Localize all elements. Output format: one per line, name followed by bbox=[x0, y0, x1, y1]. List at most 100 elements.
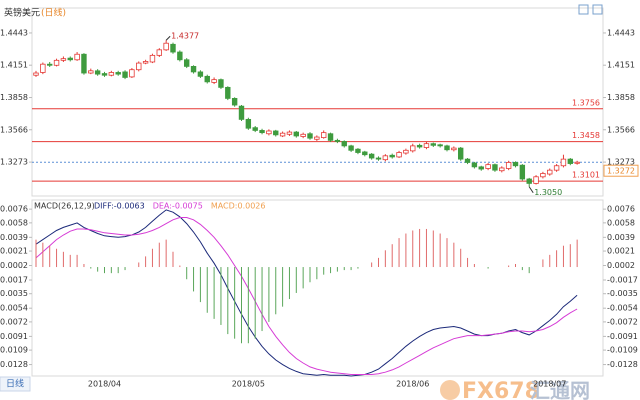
y-tick-label-right: -0.0035 bbox=[607, 289, 638, 298]
legend-entry: MACD:0.0026 bbox=[211, 202, 266, 211]
y-tick-label: 0.0002 bbox=[0, 261, 28, 270]
level-label: 1.3756 bbox=[572, 98, 600, 107]
candle-body bbox=[156, 49, 162, 56]
x-tick-label: 2018/07 bbox=[533, 380, 566, 389]
candle-body bbox=[457, 147, 464, 160]
candle-body bbox=[499, 167, 505, 172]
candle-body bbox=[355, 148, 361, 153]
candle-body bbox=[273, 130, 279, 136]
candle-body bbox=[204, 75, 210, 83]
candle-body bbox=[547, 169, 553, 175]
candle-body bbox=[320, 132, 327, 139]
candle-body bbox=[574, 161, 580, 164]
toolbar-icons[interactable] bbox=[578, 4, 603, 15]
candle-body bbox=[293, 131, 299, 137]
period-tab[interactable] bbox=[0, 376, 31, 392]
legend-entry: DIFF:-0.0063 bbox=[94, 202, 145, 211]
macd-line bbox=[35, 217, 578, 375]
candle-body bbox=[300, 133, 306, 137]
candle-body bbox=[225, 86, 231, 99]
y-tick-label-right: 0.0058 bbox=[607, 218, 635, 227]
candle-body bbox=[238, 105, 245, 120]
watermark-logo bbox=[440, 380, 460, 400]
candle-body bbox=[170, 43, 176, 53]
candle-body bbox=[33, 72, 39, 76]
fullscreen-icon[interactable] bbox=[592, 4, 603, 15]
candle-body bbox=[560, 158, 567, 167]
price-panel bbox=[31, 7, 604, 197]
candle-body bbox=[505, 162, 512, 169]
candle-body bbox=[197, 71, 204, 77]
legend-entry: DEA:-0.0075 bbox=[153, 202, 203, 211]
y-tick-label: -0.0035 bbox=[0, 289, 28, 298]
y-tick-label: 0.0039 bbox=[0, 233, 28, 242]
x-tick-label: 2018/05 bbox=[232, 380, 265, 389]
y-tick-label-right: -0.0091 bbox=[607, 332, 638, 341]
candle-body bbox=[526, 178, 532, 184]
candle-body bbox=[252, 127, 258, 131]
level-label: 1.3458 bbox=[572, 131, 600, 140]
watermark-brand: FX678 bbox=[462, 379, 540, 400]
candle-body bbox=[471, 162, 478, 168]
y-tick-label-right: -0.0128 bbox=[607, 360, 638, 369]
candle-body bbox=[362, 151, 368, 156]
candle-body bbox=[149, 54, 156, 63]
candle-body bbox=[81, 53, 87, 74]
candle-body bbox=[129, 69, 135, 78]
y-tick-label-right: 1.4443 bbox=[607, 28, 635, 37]
candle-body bbox=[348, 145, 354, 151]
y-tick-label: -0.0109 bbox=[0, 346, 28, 355]
candle-body bbox=[286, 131, 293, 135]
y-tick-label: 1.4443 bbox=[0, 28, 28, 37]
candle-body bbox=[416, 144, 423, 148]
candle-body bbox=[60, 58, 67, 61]
y-tick-label: -0.0072 bbox=[0, 317, 28, 326]
candle-body bbox=[314, 136, 320, 140]
candle-body bbox=[389, 154, 395, 158]
x-tick-label: 2018/04 bbox=[88, 380, 121, 389]
candle-body bbox=[451, 147, 457, 151]
candle-body bbox=[368, 153, 375, 159]
candle-body bbox=[444, 145, 450, 151]
candle-body bbox=[74, 53, 80, 61]
candle-body bbox=[279, 132, 286, 137]
y-tick-label: -0.0091 bbox=[0, 332, 28, 341]
candle-body bbox=[327, 133, 334, 141]
candle-body bbox=[533, 176, 539, 184]
candle-body bbox=[512, 162, 519, 167]
candle-body bbox=[382, 155, 389, 161]
y-tick-label: 1.3858 bbox=[0, 93, 28, 102]
candle-body bbox=[464, 158, 471, 163]
candle-body bbox=[540, 173, 546, 178]
candle-body bbox=[519, 164, 526, 180]
macd-line bbox=[35, 209, 578, 377]
y-tick-label-right: 1.3858 bbox=[607, 93, 635, 102]
candle-body bbox=[142, 61, 149, 64]
candle-body bbox=[67, 57, 73, 61]
y-tick-label-right: 0.0002 bbox=[607, 261, 635, 270]
y-tick-label-right: -0.0072 bbox=[607, 317, 638, 326]
candle-body bbox=[259, 130, 265, 134]
y-tick-label: 1.4151 bbox=[0, 61, 28, 70]
annotation-pointer bbox=[528, 186, 534, 194]
candle-body bbox=[485, 164, 491, 169]
y-tick-label: -0.0054 bbox=[0, 304, 28, 313]
candle-body bbox=[53, 59, 60, 66]
settings-icon[interactable] bbox=[578, 4, 589, 15]
chart-title: 英镑美元 bbox=[4, 7, 40, 19]
candle-body bbox=[403, 149, 409, 154]
candle-body bbox=[396, 152, 402, 158]
candle-body bbox=[553, 165, 560, 171]
macd-title: MACD(26,12,9) bbox=[34, 202, 95, 211]
annotation-pointer bbox=[165, 35, 171, 41]
candle-body bbox=[88, 70, 94, 74]
candle-body bbox=[101, 73, 108, 76]
period-tab-label[interactable]: 日线 bbox=[6, 378, 24, 390]
candle-body bbox=[410, 145, 416, 152]
y-tick-label: 1.3566 bbox=[0, 125, 28, 134]
candle-body bbox=[122, 71, 128, 78]
candle-body bbox=[40, 63, 46, 73]
y-tick-label-right: 0.0039 bbox=[607, 233, 635, 242]
y-tick-label: -0.0128 bbox=[0, 360, 28, 369]
